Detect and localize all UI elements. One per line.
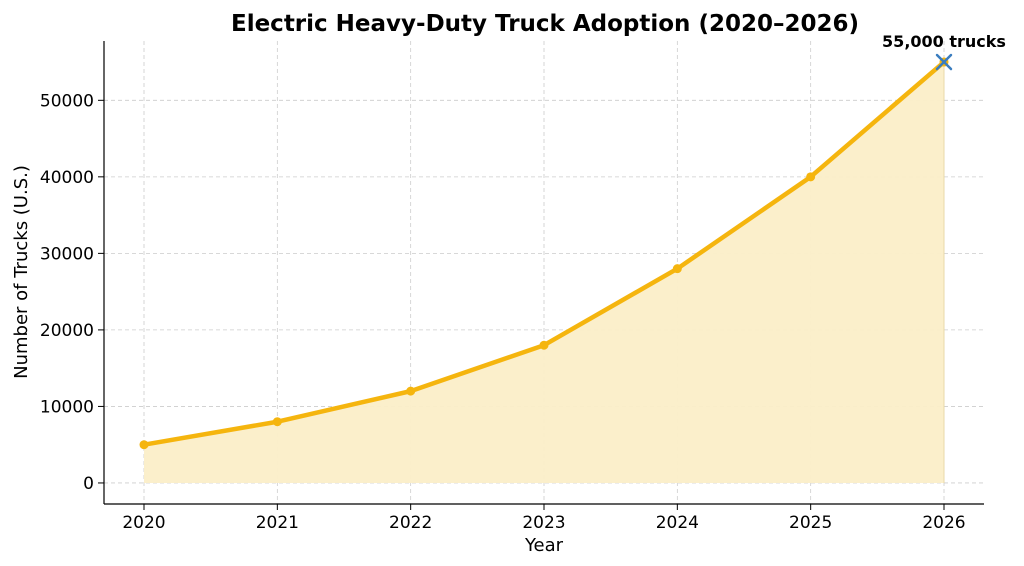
data-point	[672, 264, 682, 274]
data-point	[806, 172, 816, 182]
annotation-label: 55,000 trucks	[882, 32, 1006, 51]
x-tick-label: 2024	[656, 513, 699, 533]
y-axis-label: Number of Trucks (U.S.)	[11, 165, 32, 379]
chart-title: Electric Heavy-Duty Truck Adoption (2020…	[231, 11, 859, 37]
area-layer	[144, 62, 945, 483]
data-point	[272, 417, 282, 427]
series-area	[144, 62, 944, 483]
annotation-marker	[935, 53, 953, 71]
x-tick-label: 2026	[922, 513, 965, 533]
x-tick-label: 2022	[389, 513, 432, 533]
axes-layer: 2020 2021 2022 2023 2024 2025 2026 0 10000 20000 3…	[40, 41, 984, 533]
x-axis-label: Year	[524, 535, 564, 556]
y-tick-label: 20000	[40, 321, 94, 341]
data-point	[406, 386, 416, 396]
y-tick-label: 50000	[40, 91, 94, 111]
y-tick-label: 30000	[40, 244, 94, 264]
x-tick-label: 2025	[789, 513, 832, 533]
data-point	[539, 340, 549, 350]
x-tick-label: 2020	[122, 513, 165, 533]
x-tick-label: 2021	[256, 513, 299, 533]
y-tick-label: 40000	[40, 168, 94, 188]
y-tick-label: 0	[83, 474, 94, 494]
x-tick-label: 2023	[522, 513, 565, 533]
annotation-layer: 55,000 trucks	[882, 32, 1006, 71]
data-point	[139, 440, 149, 450]
y-tick-label: 10000	[40, 397, 94, 417]
